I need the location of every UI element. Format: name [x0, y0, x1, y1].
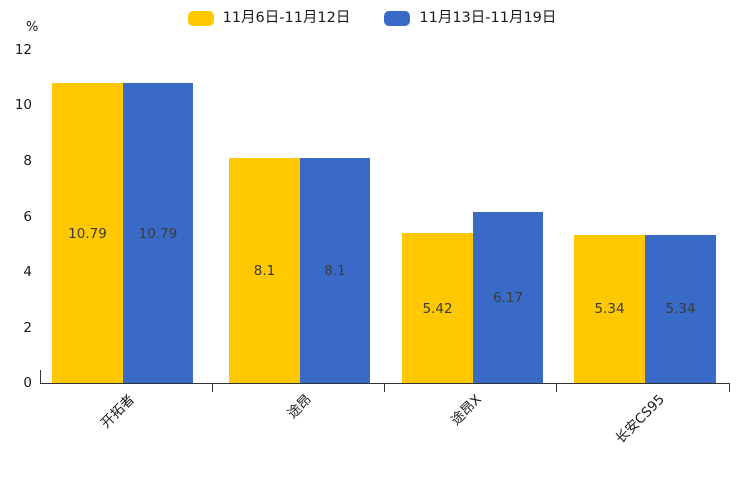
- y-tick-label-6: 6: [23, 209, 32, 225]
- bar-series-b-cat-3[interactable]: [473, 212, 543, 383]
- bar-value-label-b-4: 5.34: [665, 301, 696, 317]
- x-tick-2: [384, 384, 385, 392]
- y-tick-label-4: 4: [23, 264, 32, 280]
- bar-value-label-a-3: 5.42: [422, 301, 453, 317]
- bar-series-b-cat-2[interactable]: [300, 158, 370, 383]
- legend-swatch-blue-icon: [384, 10, 411, 26]
- x-axis-label-cat-2: 途昂: [284, 391, 315, 422]
- chart-legend: 11月6日-11月12日 11月13日-11月19日: [0, 6, 744, 30]
- legend-label-series-b: 11月13日-11月19日: [419, 9, 557, 26]
- bar-series-b-cat-4[interactable]: [645, 235, 716, 383]
- y-tick-label-0: 0: [23, 375, 32, 391]
- bar-value-label-b-2: 8.1: [324, 263, 346, 279]
- bar-series-a-cat-4[interactable]: [574, 235, 645, 383]
- bar-series-b-cat-1[interactable]: [123, 83, 193, 383]
- x-axis-label-cat-1: 开拓者: [97, 391, 138, 432]
- y-tick-label-2: 2: [23, 320, 32, 336]
- legend-swatch-yellow-icon: [187, 10, 214, 26]
- x-axis-line: [40, 383, 730, 384]
- bar-value-label-b-3: 6.17: [492, 290, 524, 306]
- bar-series-a-cat-1[interactable]: [52, 83, 123, 383]
- x-tick-4: [729, 384, 730, 392]
- bar-value-label-a-2: 8.1: [253, 263, 276, 279]
- x-tick-3: [556, 384, 557, 392]
- x-axis-label-cat-4: 长安CS95: [612, 391, 668, 447]
- bar-value-label-a-4: 5.34: [594, 301, 625, 317]
- bar-value-label-a-1: 10.79: [68, 226, 107, 242]
- x-tick-1: [212, 384, 213, 392]
- y-tick-label-12: 12: [14, 42, 32, 58]
- y-axis-line: [40, 370, 41, 384]
- y-tick-label-10: 10: [14, 97, 32, 113]
- y-tick-label-8: 8: [23, 153, 32, 169]
- bar-series-a-cat-3[interactable]: [402, 233, 473, 383]
- x-axis-label-cat-3: 途昂X: [447, 391, 485, 429]
- bar-value-label-b-1: 10.79: [138, 226, 178, 242]
- bar-series-a-cat-2[interactable]: [229, 158, 300, 383]
- y-axis-unit-label: %: [26, 20, 39, 35]
- legend-item-series-a[interactable]: 11月6日-11月12日: [187, 9, 351, 26]
- legend-item-series-b[interactable]: 11月13日-11月19日: [384, 9, 557, 26]
- legend-label-series-a: 11月6日-11月12日: [222, 9, 351, 26]
